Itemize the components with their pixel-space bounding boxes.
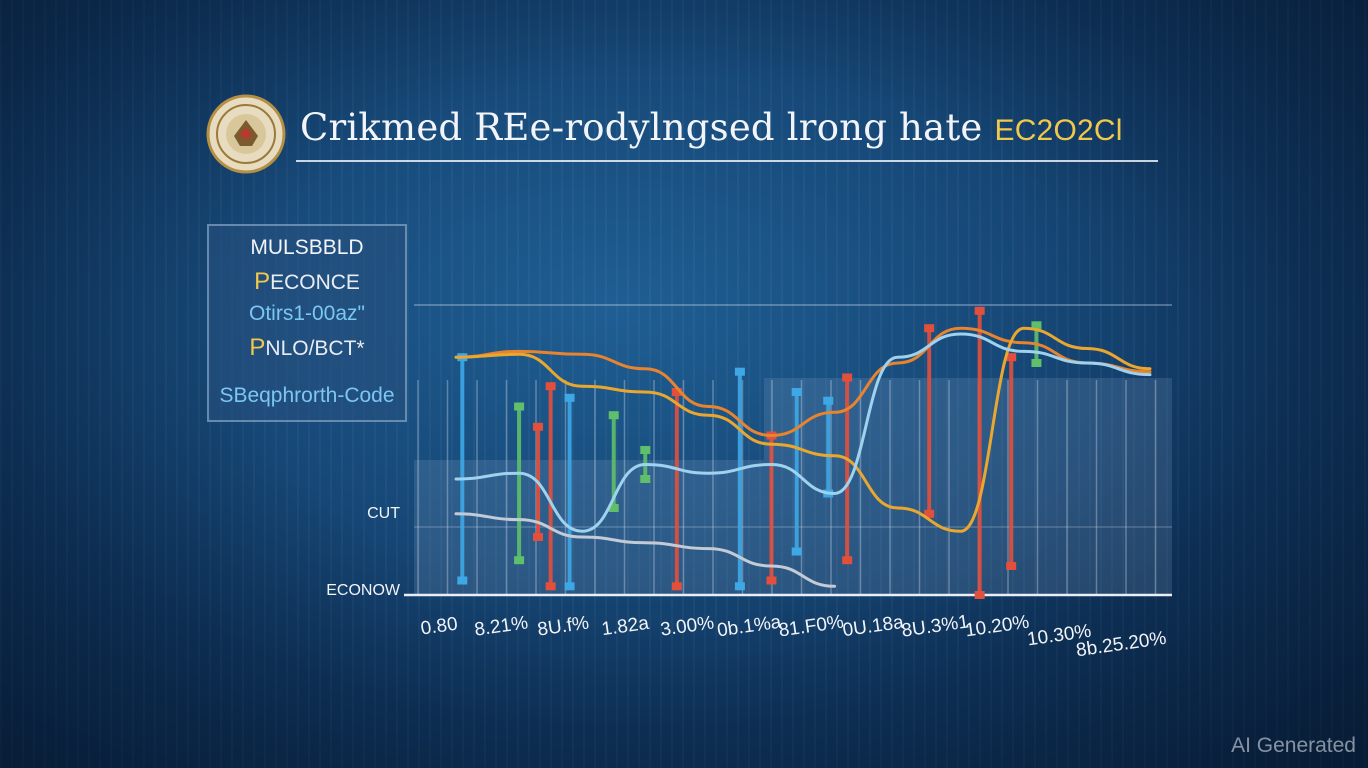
- marker-cap-bottom: [1031, 359, 1042, 367]
- marker-cap-bottom: [791, 547, 802, 556]
- marker-cap-top: [640, 446, 651, 454]
- marker-cap-top: [533, 422, 544, 431]
- marker-cap-top: [1031, 321, 1042, 330]
- x-tick-label: 3.00%: [659, 612, 715, 640]
- marker-cap-bottom: [671, 582, 682, 591]
- x-tick-label: 8U.3%1: [900, 611, 970, 641]
- marker-cap-bottom: [457, 576, 468, 585]
- legend-line-4-initial: P: [249, 334, 266, 361]
- legend-line-2-text: ECONCE: [270, 271, 360, 294]
- title-accent: EC2O2Cl: [994, 114, 1123, 147]
- marker-cap-top: [974, 306, 985, 315]
- marker-cap-top: [1006, 353, 1017, 362]
- marker-cap-bottom: [842, 556, 853, 565]
- y-axis-label: ECONOW: [326, 582, 401, 599]
- legend-line-4: PNLO/BCT*: [209, 334, 405, 362]
- x-tick-label: 1.82a: [600, 613, 650, 640]
- marker-cap-bottom: [608, 504, 619, 512]
- marker-cap-bottom: [924, 509, 935, 518]
- marker-cap-bottom: [1006, 562, 1017, 570]
- marker-cap-top: [842, 373, 853, 382]
- title-underline: [296, 160, 1158, 162]
- y-axis-label: CUT: [367, 505, 400, 522]
- series-line-1: [454, 326, 1152, 438]
- x-tick-label: 0b.1%a: [716, 612, 783, 642]
- marker-cap-bottom: [533, 533, 544, 541]
- x-tick-label: 0U.18a: [841, 612, 905, 641]
- marker-cap-bottom: [564, 582, 575, 591]
- marker-cap-top: [564, 393, 575, 402]
- page-title: Crikmed REe-rodylngsed lrong hate EC2O2C…: [300, 106, 1123, 149]
- marker-cap-top: [514, 402, 525, 411]
- series-line-4: [454, 512, 837, 588]
- legend-box: MULSBBLD PECONCE Otirs1-00az" PNLO/BCT* …: [207, 224, 407, 422]
- legend-line-5: SBeqphrorth-Code: [219, 384, 395, 407]
- marker-cap-bottom: [545, 582, 556, 591]
- marker-cap-top: [924, 324, 935, 333]
- marker-cap-top: [791, 388, 802, 396]
- marker-cap-bottom: [974, 591, 985, 599]
- legend-line-3: Otirs1-00az": [249, 302, 365, 325]
- marker-cap-bottom: [640, 475, 651, 483]
- marker-cap-top: [671, 388, 682, 396]
- x-tick-label: 81.F0%: [777, 612, 845, 642]
- marker-cap-top: [823, 396, 834, 405]
- marker-cap-bottom: [514, 556, 525, 565]
- series-line-3: [454, 332, 1152, 533]
- plot-area-right: [764, 378, 1172, 595]
- title-text: Crikmed REe-rodylngsed lrong hate: [300, 106, 983, 149]
- series-line-2: [454, 326, 1152, 533]
- x-tick-label: 0.80: [419, 614, 459, 640]
- x-tick-label: 10.20%: [964, 612, 1031, 642]
- plot-area-left: [414, 460, 764, 595]
- legend-line-1: MULSBBLD: [250, 236, 364, 259]
- x-tick-label: 8.21%: [473, 612, 529, 640]
- seal-emblem-icon: [206, 94, 286, 174]
- marker-cap-bottom: [734, 582, 745, 591]
- x-tick-label: 8U.f%: [536, 613, 590, 641]
- marker-cap-top: [608, 411, 619, 420]
- legend-line-4-text: NLO/BCT*: [265, 337, 365, 360]
- legend-line-2-initial: P: [254, 268, 271, 295]
- legend-line-2: PECONCE: [209, 268, 405, 296]
- marker-cap-top: [545, 382, 556, 391]
- marker-cap-bottom: [766, 576, 777, 585]
- marker-cap-top: [734, 367, 745, 376]
- watermark: AI Generated: [1231, 734, 1356, 757]
